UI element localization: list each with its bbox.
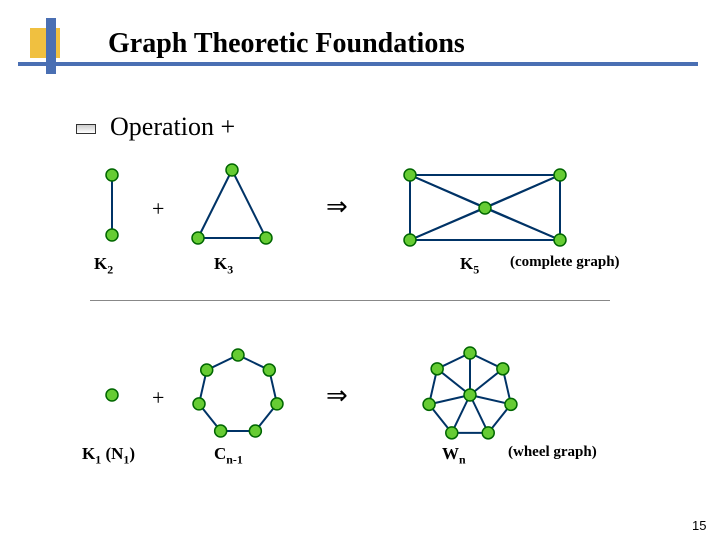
implies-arrow-2: ⇒: [326, 381, 348, 411]
page-number: 15: [692, 518, 706, 533]
label-k5: K5: [460, 254, 479, 277]
plus-operator-1: +: [152, 196, 164, 222]
label-cn1: Cn-1: [214, 444, 243, 467]
label-k3: K3: [214, 254, 233, 277]
label-k2: K2: [94, 254, 113, 277]
label-wn: Wn: [442, 444, 466, 467]
label-complete-graph: (complete graph): [510, 254, 620, 271]
implies-arrow-1: ⇒: [326, 192, 348, 222]
label-wheel-graph: (wheel graph): [508, 444, 597, 461]
plus-operator-2: +: [152, 385, 164, 411]
row-divider: [90, 300, 610, 301]
label-k1: K1 (N1): [82, 444, 135, 467]
